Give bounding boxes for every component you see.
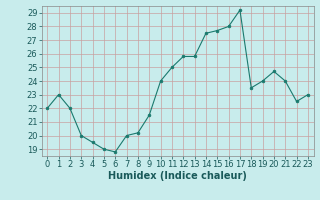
X-axis label: Humidex (Indice chaleur): Humidex (Indice chaleur) — [108, 171, 247, 181]
